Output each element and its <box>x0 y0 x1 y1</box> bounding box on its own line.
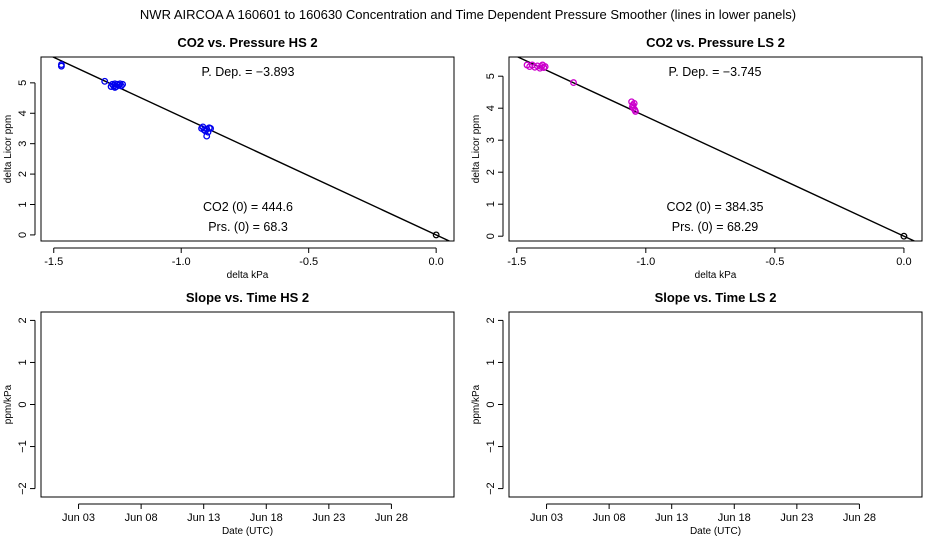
y-axis-label: delta Licor ppm <box>471 115 482 183</box>
data-point <box>119 80 127 88</box>
data-point <box>199 123 207 131</box>
x-tick-label: 0.0 <box>896 256 911 268</box>
x-tick-label: Jun 13 <box>187 512 220 524</box>
y-tick-label: 1 <box>17 359 29 365</box>
chart-title: Slope vs. Time LS 2 <box>655 290 777 305</box>
x-tick-label: Jun 08 <box>593 512 626 524</box>
y-tick-label: 4 <box>485 105 497 111</box>
y-axis-label: ppm/kPa <box>471 384 482 424</box>
y-tick-label: 1 <box>485 359 497 365</box>
y-tick-label: 1 <box>17 201 29 207</box>
plot-frame <box>40 56 455 242</box>
chart-panels: CO2 vs. Pressure HS 2 -1.5 -1.0 -0.5 0.0 delt… <box>3 35 923 537</box>
figure-title: NWR AIRCOA A 160601 to 160630 Concentrat… <box>140 7 796 22</box>
x-tick-label: -1.5 <box>507 256 526 268</box>
x-tick-label: -1.5 <box>44 256 63 268</box>
y-tick-label: 0 <box>17 232 29 238</box>
co2-intercept-label: CO2 (0) = 384.35 <box>667 200 764 214</box>
pressure-dependence-label: P. Dep. = −3.745 <box>669 65 762 79</box>
y-tick-label: 2 <box>17 171 29 177</box>
x-axis-label: Date (UTC) <box>222 526 273 537</box>
data-point <box>203 132 211 140</box>
data-point <box>900 232 908 240</box>
x-axis-label: delta kPa <box>227 270 269 281</box>
x-tick-label: 0.0 <box>429 256 444 268</box>
y-axis-label: delta Licor ppm <box>3 115 14 183</box>
chart-ls-pressure: CO2 vs. Pressure LS 2 -1.5 -1.0 -0.5 0.0 delt… <box>471 35 923 281</box>
fit-line <box>516 57 916 241</box>
x-axis-label: Date (UTC) <box>690 526 741 537</box>
chart-title: CO2 vs. Pressure LS 2 <box>646 35 785 50</box>
data-point <box>632 107 639 115</box>
data-point <box>570 79 577 87</box>
x-axis-label: delta kPa <box>695 270 737 281</box>
x-tick-label: Jun 28 <box>843 512 876 524</box>
data-point <box>540 64 548 72</box>
x-tick-label: Jun 13 <box>655 512 688 524</box>
data-point <box>117 82 125 90</box>
plot-frame <box>508 56 923 242</box>
co2-intercept-label: CO2 (0) = 444.6 <box>203 200 293 214</box>
x-tick-label: Jun 28 <box>375 512 408 524</box>
y-tick-label: 0 <box>17 401 29 407</box>
data-point <box>107 83 115 90</box>
data-point <box>101 77 109 85</box>
y-tick-label: 0 <box>485 401 497 407</box>
y-tick-label: 0 <box>485 233 497 239</box>
chart-ls-time: Slope vs. Time LS 2 Jun 03 Jun 08 Jun 13 Jun… <box>471 290 923 537</box>
data-point <box>432 231 440 239</box>
y-tick-label: −1 <box>485 440 497 453</box>
x-tick-label: -0.5 <box>765 256 784 268</box>
x-tick-label: Jun 03 <box>530 512 563 524</box>
y-tick-label: 3 <box>17 141 29 147</box>
x-tick-label: Jun 18 <box>250 512 283 524</box>
chart-title: Slope vs. Time HS 2 <box>186 290 309 305</box>
y-tick-label: 5 <box>485 73 497 79</box>
x-tick-label: Jun 08 <box>125 512 158 524</box>
chart-hs-time: Slope vs. Time HS 2 Jun 03 Jun 08 Jun 13 Jun… <box>3 290 455 537</box>
pressure-intercept-label: Prs. (0) = 68.29 <box>672 220 759 234</box>
y-tick-label: −1 <box>17 440 29 453</box>
plot-frame <box>508 311 923 498</box>
data-point <box>541 63 549 71</box>
data-point <box>207 125 214 132</box>
y-tick-label: 2 <box>485 317 497 323</box>
data-point <box>628 103 636 111</box>
x-tick-label: Jun 18 <box>718 512 751 524</box>
y-axis-label: ppm/kPa <box>3 384 14 424</box>
y-tick-label: 5 <box>17 80 29 86</box>
y-tick-label: 4 <box>17 110 29 116</box>
x-tick-label: Jun 23 <box>312 512 345 524</box>
x-tick-label: Jun 23 <box>780 512 813 524</box>
x-tick-label: -1.0 <box>172 256 191 268</box>
y-tick-label: 1 <box>485 201 497 207</box>
pressure-intercept-label: Prs. (0) = 68.3 <box>208 220 288 234</box>
y-tick-label: 2 <box>17 317 29 323</box>
data-point <box>57 62 65 70</box>
x-tick-label: -1.0 <box>636 256 655 268</box>
x-tick-label: Jun 03 <box>62 512 95 524</box>
y-tick-label: −2 <box>17 482 29 495</box>
plot-frame <box>40 311 455 498</box>
pressure-dependence-label: P. Dep. = −3.893 <box>202 65 295 79</box>
fit-line <box>51 57 451 241</box>
y-tick-label: −2 <box>485 482 497 495</box>
y-tick-label: 3 <box>485 137 497 143</box>
data-point <box>111 83 119 91</box>
y-tick-label: 2 <box>485 169 497 175</box>
chart-hs-pressure: CO2 vs. Pressure HS 2 -1.5 -1.0 -0.5 0.0 delt… <box>3 35 455 281</box>
chart-title: CO2 vs. Pressure HS 2 <box>177 35 317 50</box>
x-tick-label: -0.5 <box>299 256 318 268</box>
